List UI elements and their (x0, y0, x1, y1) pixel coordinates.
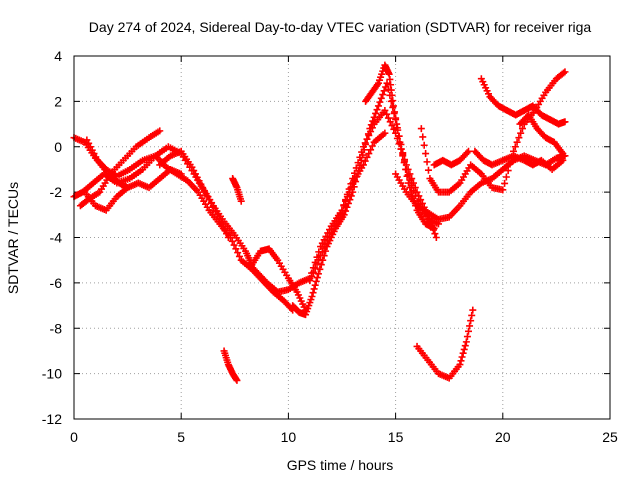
data-markers (156, 147, 310, 314)
series-track-3 (76, 127, 164, 210)
data-markers (430, 147, 472, 169)
y-axis-label: SDTVAR / TECUs (5, 182, 21, 294)
series-track-14 (430, 147, 472, 169)
y-tick-label: 4 (54, 48, 62, 64)
data-markers (413, 306, 477, 382)
series-track-19 (413, 306, 477, 382)
x-tick-label: 15 (388, 429, 404, 445)
series-track-7 (229, 175, 245, 205)
series-track-5 (83, 136, 132, 192)
y-tick-label: -2 (50, 184, 63, 200)
plot-frame (73, 55, 611, 420)
series-track-15 (471, 147, 567, 173)
x-tick-label: 20 (495, 429, 511, 445)
series-track-17 (516, 111, 567, 158)
tick-layer: 0 5 10 15 20 25 -12 -10 -8 -6 -4 -2 0 2 4 (42, 48, 618, 445)
y-tick-label: 0 (54, 139, 62, 155)
data-markers (83, 136, 132, 192)
x-tick-label: 5 (177, 429, 185, 445)
data-markers (220, 347, 241, 384)
x-tick-label: 10 (281, 429, 297, 445)
data-markers (229, 175, 245, 205)
series-track-16 (477, 75, 569, 128)
data-markers (477, 75, 569, 128)
series-track-18 (220, 347, 241, 384)
x-tick-label: 25 (602, 429, 618, 445)
y-tick-label: -8 (50, 320, 63, 336)
y-tick-label: -6 (50, 275, 63, 291)
x-tick-label: 0 (70, 429, 78, 445)
data-markers (471, 147, 567, 173)
series-track-6 (156, 147, 310, 314)
y-tick-label: -10 (42, 366, 62, 382)
x-axis-label: GPS time / hours (287, 457, 394, 473)
chart-title: Day 274 of 2024, Sidereal Day-to-day VTE… (89, 19, 592, 35)
y-tick-label: -12 (42, 411, 62, 427)
data-markers (76, 127, 164, 210)
y-tick-label: -4 (50, 230, 63, 246)
data-markers (516, 111, 567, 158)
data-layer (70, 61, 569, 384)
y-tick-label: 2 (54, 93, 62, 109)
